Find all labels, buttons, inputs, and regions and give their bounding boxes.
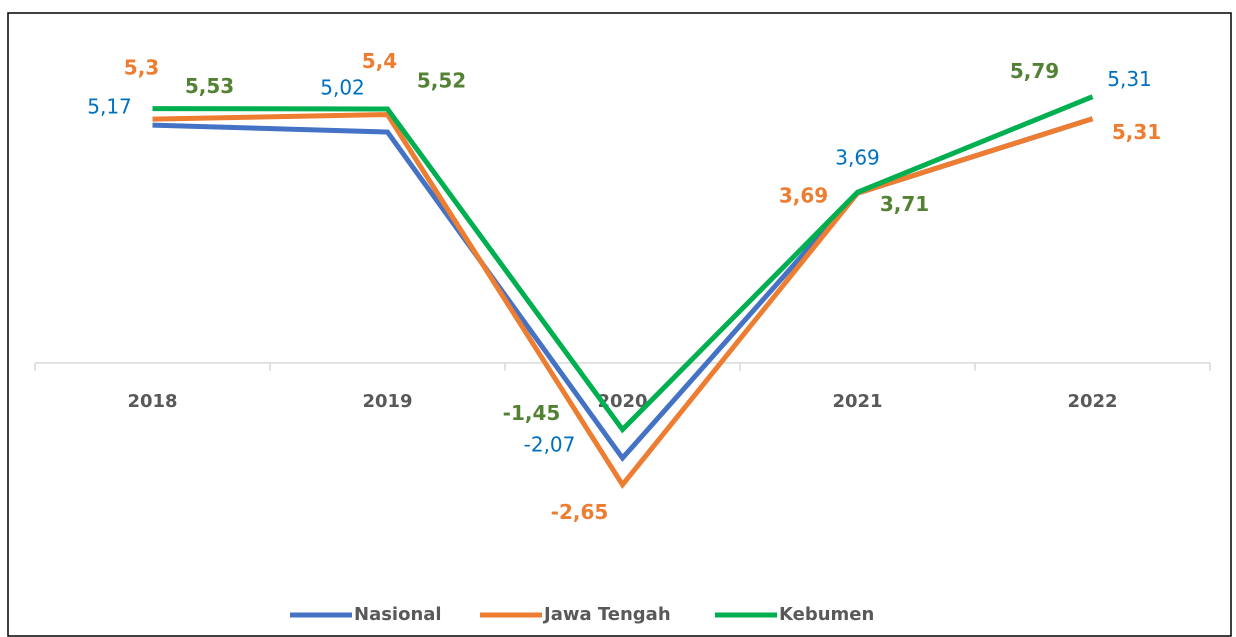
legend-label: Kebumen (779, 604, 874, 625)
series-line (152, 112, 1094, 490)
x-tick-label: 2021 (832, 391, 882, 412)
data-label: 3,71 (880, 192, 929, 216)
x-tick-label: 2018 (127, 391, 177, 412)
x-tick-label: 2022 (1067, 391, 1117, 412)
data-label: 5,53 (185, 74, 234, 98)
data-label: 5,4 (362, 49, 397, 73)
data-label: -2,07 (524, 433, 576, 457)
data-label: 5,31 (1112, 120, 1161, 144)
data-label: 5,79 (1010, 59, 1059, 83)
x-tick-label: 2019 (362, 391, 412, 412)
x-tick-label: 2020 (597, 391, 647, 412)
legend-label: Nasional (354, 604, 442, 625)
legend-label: Jawa Tengah (542, 604, 671, 625)
data-label: 3,69 (779, 184, 828, 208)
data-label: 3,69 (835, 146, 880, 170)
data-label: -1,45 (503, 401, 561, 425)
data-label: 5,31 (1107, 67, 1152, 91)
data-label: 5,17 (87, 95, 132, 119)
data-label: 5,52 (417, 69, 466, 93)
series-line (152, 94, 1094, 434)
data-label: -2,65 (551, 500, 609, 524)
data-label: 5,02 (320, 76, 365, 100)
data-label: 5,3 (124, 56, 159, 80)
